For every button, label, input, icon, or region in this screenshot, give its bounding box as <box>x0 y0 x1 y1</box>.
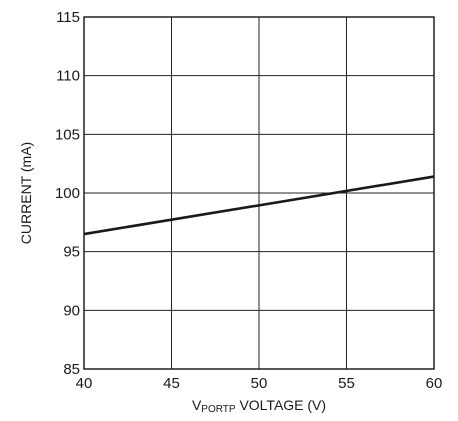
x-axis-label-prefix: V <box>192 397 202 413</box>
x-tick-label: 40 <box>76 375 93 392</box>
x-tick-label: 60 <box>426 375 443 392</box>
y-tick-label: 105 <box>55 126 80 143</box>
grid-lines <box>83 16 435 370</box>
x-tick-label: 50 <box>251 375 268 392</box>
y-tick-label: 115 <box>56 9 80 26</box>
y-tick-label: 110 <box>56 68 80 85</box>
y-axis-label: CURRENT (mA) <box>18 142 34 244</box>
x-tick-label: 55 <box>338 375 355 392</box>
y-tick-label: 95 <box>63 244 80 261</box>
x-axis-label-suffix: VOLTAGE (V) <box>236 397 327 413</box>
x-axis-label: VPORTP VOLTAGE (V) <box>192 397 326 415</box>
y-tick-label: 100 <box>55 185 80 202</box>
series-layer <box>83 175 435 236</box>
y-tick-labels: 85 90 95 100 105 110 115 <box>55 9 80 378</box>
x-tick-labels: 40 45 50 55 60 <box>76 375 443 392</box>
plot-frame <box>83 16 435 370</box>
series-line <box>83 175 435 236</box>
y-tick-label: 85 <box>63 361 80 378</box>
y-tick-label: 90 <box>63 302 80 319</box>
x-tick-label: 45 <box>163 375 180 392</box>
x-axis-label-subscript: PORTP <box>201 404 236 415</box>
